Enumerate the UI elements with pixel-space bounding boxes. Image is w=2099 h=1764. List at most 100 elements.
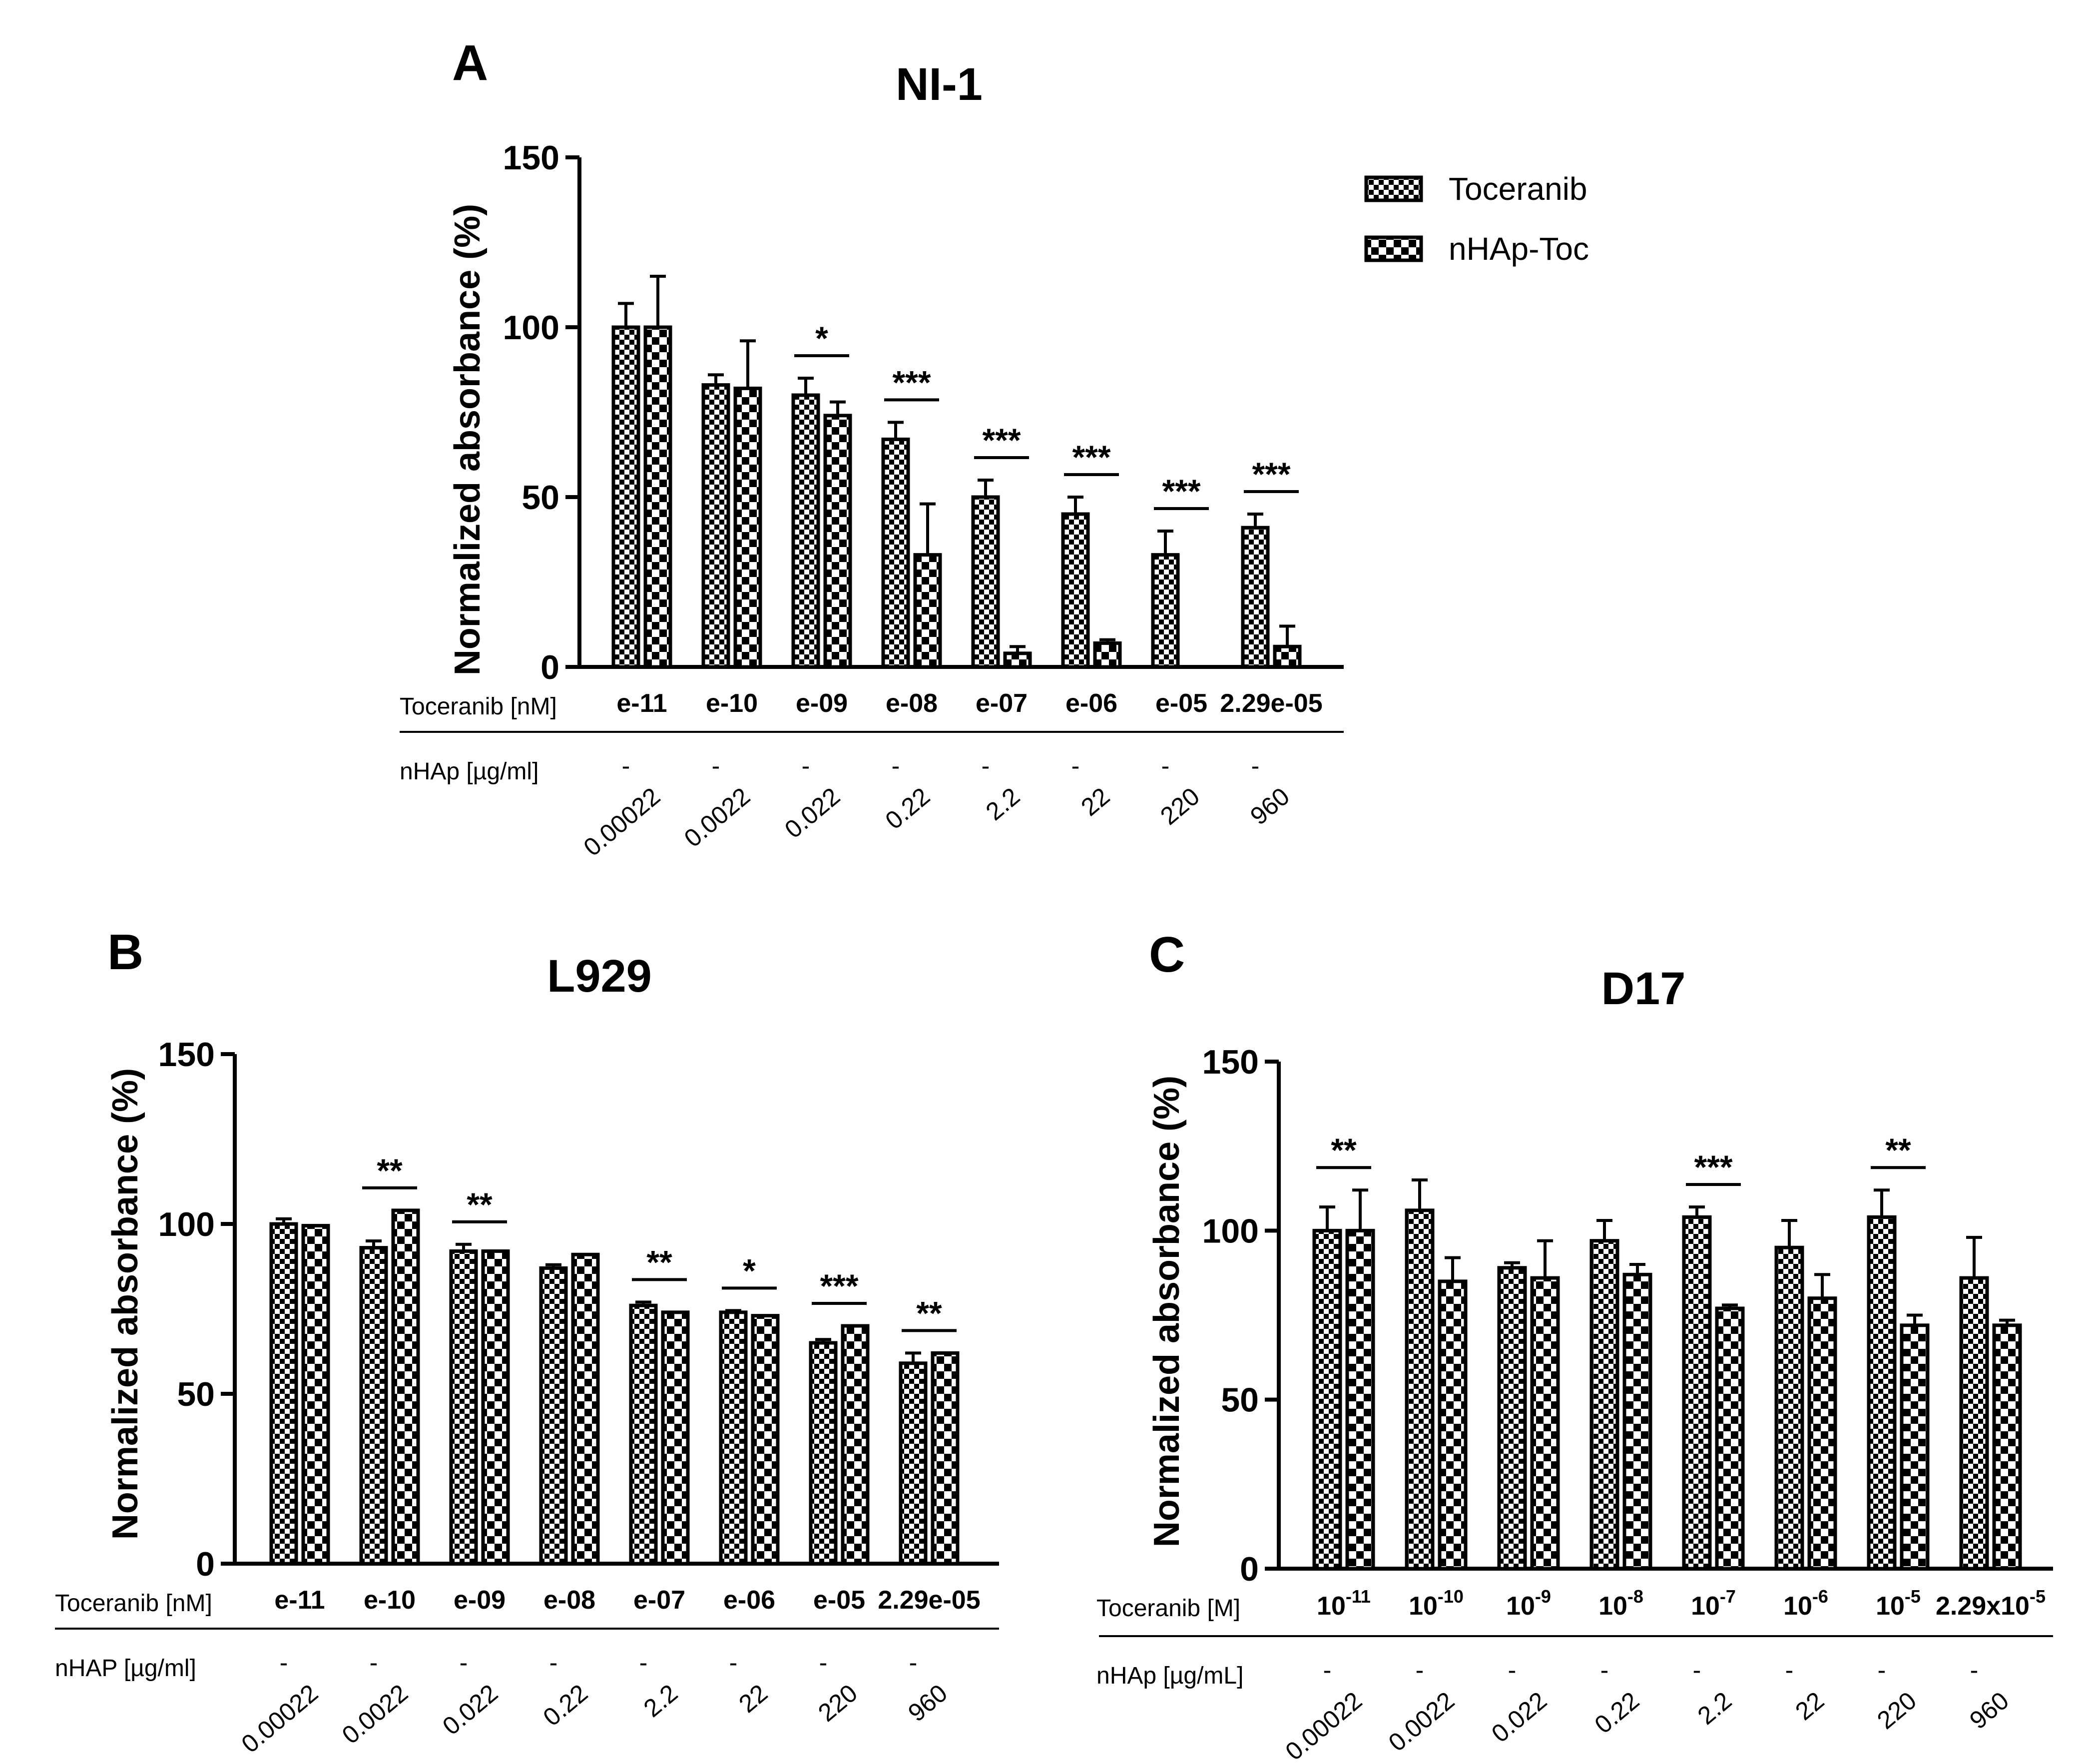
bar-nhap-toc-2 <box>733 386 762 669</box>
x-tick-label: 10-5 <box>1876 1586 1921 1621</box>
toceranib-only-dash: - <box>1970 1656 1979 1684</box>
nhap-concentration-label: 0.00022 <box>1280 1687 1367 1764</box>
bar-nhap-toc-8 <box>1992 1323 2022 1571</box>
nhap-concentration-label: 0.022 <box>779 782 845 844</box>
y-tick-label: 100 <box>503 309 559 347</box>
x-tick-label: e-05 <box>1155 689 1207 718</box>
bar-nhap-toc-8 <box>1273 644 1302 669</box>
significance-label: *** <box>1694 1149 1732 1185</box>
toceranib-only-dash: - <box>1251 752 1260 780</box>
bar-nhap-toc-6 <box>1807 1296 1837 1571</box>
panel-letter-b: B <box>107 924 143 980</box>
x-tick-label: e-09 <box>796 689 848 718</box>
x-tick-label: e-11 <box>274 1586 325 1615</box>
bar-toceranib-4 <box>539 1266 568 1566</box>
toceranib-only-dash: - <box>819 1649 828 1677</box>
bar-toceranib-2 <box>359 1246 388 1566</box>
y-tick-label: 0 <box>540 648 559 686</box>
nhap-concentration-label: 0.0022 <box>1383 1687 1460 1757</box>
significance-label: ** <box>916 1294 942 1331</box>
x-tick-superscript: -5 <box>1905 1586 1921 1607</box>
toceranib-only-dash: - <box>1693 1656 1701 1684</box>
nhap-row-label-c: nHAp [µg/mL] <box>1096 1663 1243 1689</box>
bar-toceranib-5 <box>1682 1215 1712 1571</box>
nhap-concentration-label: 0.00022 <box>236 1679 323 1759</box>
bar-toceranib-8 <box>1241 526 1270 669</box>
toceranib-only-dash: - <box>1785 1656 1794 1684</box>
bar-nhap-toc-6 <box>751 1314 780 1566</box>
x-tick-label: 10-7 <box>1691 1586 1736 1621</box>
nhap-concentration-label: 22 <box>1075 782 1115 822</box>
significance-label: ** <box>646 1243 672 1280</box>
nhap-concentration-label: 960 <box>903 1679 953 1728</box>
x-tick-label: 10-6 <box>1783 1586 1828 1621</box>
nhap-concentration-label: 220 <box>1155 782 1205 831</box>
bar-toceranib-6 <box>1061 512 1090 669</box>
bar-toceranib-1 <box>269 1222 298 1566</box>
nhap-concentration-label: 220 <box>813 1679 863 1728</box>
bar-toceranib-3 <box>791 393 820 669</box>
nhap-row-label-a: nHAp [µg/ml] <box>400 758 538 785</box>
legend-swatch-toceranib <box>1364 175 1423 202</box>
bar-nhap-toc-1 <box>301 1223 330 1566</box>
significance-label: ** <box>1885 1132 1911 1169</box>
nhap-concentration-label: 22 <box>733 1679 773 1719</box>
nhap-concentration-label: 0.022 <box>1486 1687 1552 1748</box>
legend-swatch-nhap-toc <box>1364 235 1423 262</box>
toceranib-only-dash: - <box>280 1649 288 1677</box>
bar-nhap-toc-2 <box>391 1208 420 1566</box>
legend-label-nhap-toc: nHAp-Toc <box>1449 231 1589 267</box>
x-tick-label: e-07 <box>633 1586 685 1615</box>
toceranib-only-dash: - <box>639 1649 648 1677</box>
x-tick-label: 10-8 <box>1598 1586 1643 1621</box>
panel-letter-c: C <box>1149 927 1185 983</box>
significance-label: ** <box>1331 1132 1357 1169</box>
toceranib-only-dash: - <box>1508 1656 1517 1684</box>
nhap-concentration-label: 960 <box>1964 1687 2014 1735</box>
y-tick-label: 0 <box>1240 1550 1259 1588</box>
bar-toceranib-7 <box>1151 553 1180 669</box>
x-tick-label: e-10 <box>364 1586 416 1615</box>
bar-nhap-toc-4 <box>571 1252 600 1566</box>
bar-toceranib-5 <box>971 495 1000 669</box>
panel-title-b: L929 <box>547 951 652 1002</box>
bar-toceranib-2 <box>1405 1208 1435 1571</box>
significance-label: *** <box>892 364 931 401</box>
panel-letter-a: A <box>452 35 488 91</box>
y-tick-label: 50 <box>1221 1381 1259 1419</box>
bar-nhap-toc-3 <box>823 414 852 669</box>
nhap-concentration-label: 0.22 <box>880 782 936 835</box>
y-tick-label: 150 <box>1202 1043 1259 1081</box>
toceranib-only-dash: - <box>909 1649 918 1677</box>
legend: Toceranib nHAp-Toc <box>1364 171 1589 267</box>
bar-nhap-toc-4 <box>1622 1272 1652 1571</box>
bar-toceranib-7 <box>1867 1215 1897 1571</box>
bar-nhap-toc-2 <box>1438 1279 1468 1571</box>
toceranib-only-dash: - <box>712 752 720 780</box>
x-tick-superscript: -7 <box>1720 1586 1736 1607</box>
bar-nhap-toc-5 <box>1715 1306 1745 1571</box>
significance-label: * <box>743 1252 756 1289</box>
toceranib-only-dash: - <box>370 1649 378 1677</box>
bar-nhap-toc-3 <box>481 1249 510 1566</box>
toceranib-only-dash: - <box>982 752 990 780</box>
bar-nhap-toc-4 <box>913 553 942 669</box>
x-tick-label: e-09 <box>454 1586 506 1615</box>
nhap-concentration-label: 2.2 <box>981 782 1025 826</box>
nhap-concentration-label: 0.0022 <box>679 782 755 853</box>
bar-toceranib-8 <box>1959 1276 1989 1571</box>
bar-toceranib-1 <box>611 325 640 669</box>
toceranib-only-dash: - <box>1600 1656 1609 1684</box>
bar-toceranib-4 <box>1589 1239 1619 1571</box>
nhap-concentration-label: 0.00022 <box>578 782 665 862</box>
toceranib-only-dash: - <box>460 1649 468 1677</box>
bar-nhap-toc-1 <box>643 325 672 669</box>
y-tick-label: 100 <box>1202 1212 1259 1250</box>
x-tick-superscript: -11 <box>1346 1586 1371 1607</box>
y-tick-label: 50 <box>522 479 559 517</box>
bar-nhap-toc-8 <box>931 1351 960 1566</box>
significance-label: *** <box>820 1267 858 1304</box>
significance-label: ** <box>467 1186 493 1223</box>
x-tick-label: 10-11 <box>1317 1586 1371 1621</box>
x-tick-label: e-11 <box>616 689 667 718</box>
